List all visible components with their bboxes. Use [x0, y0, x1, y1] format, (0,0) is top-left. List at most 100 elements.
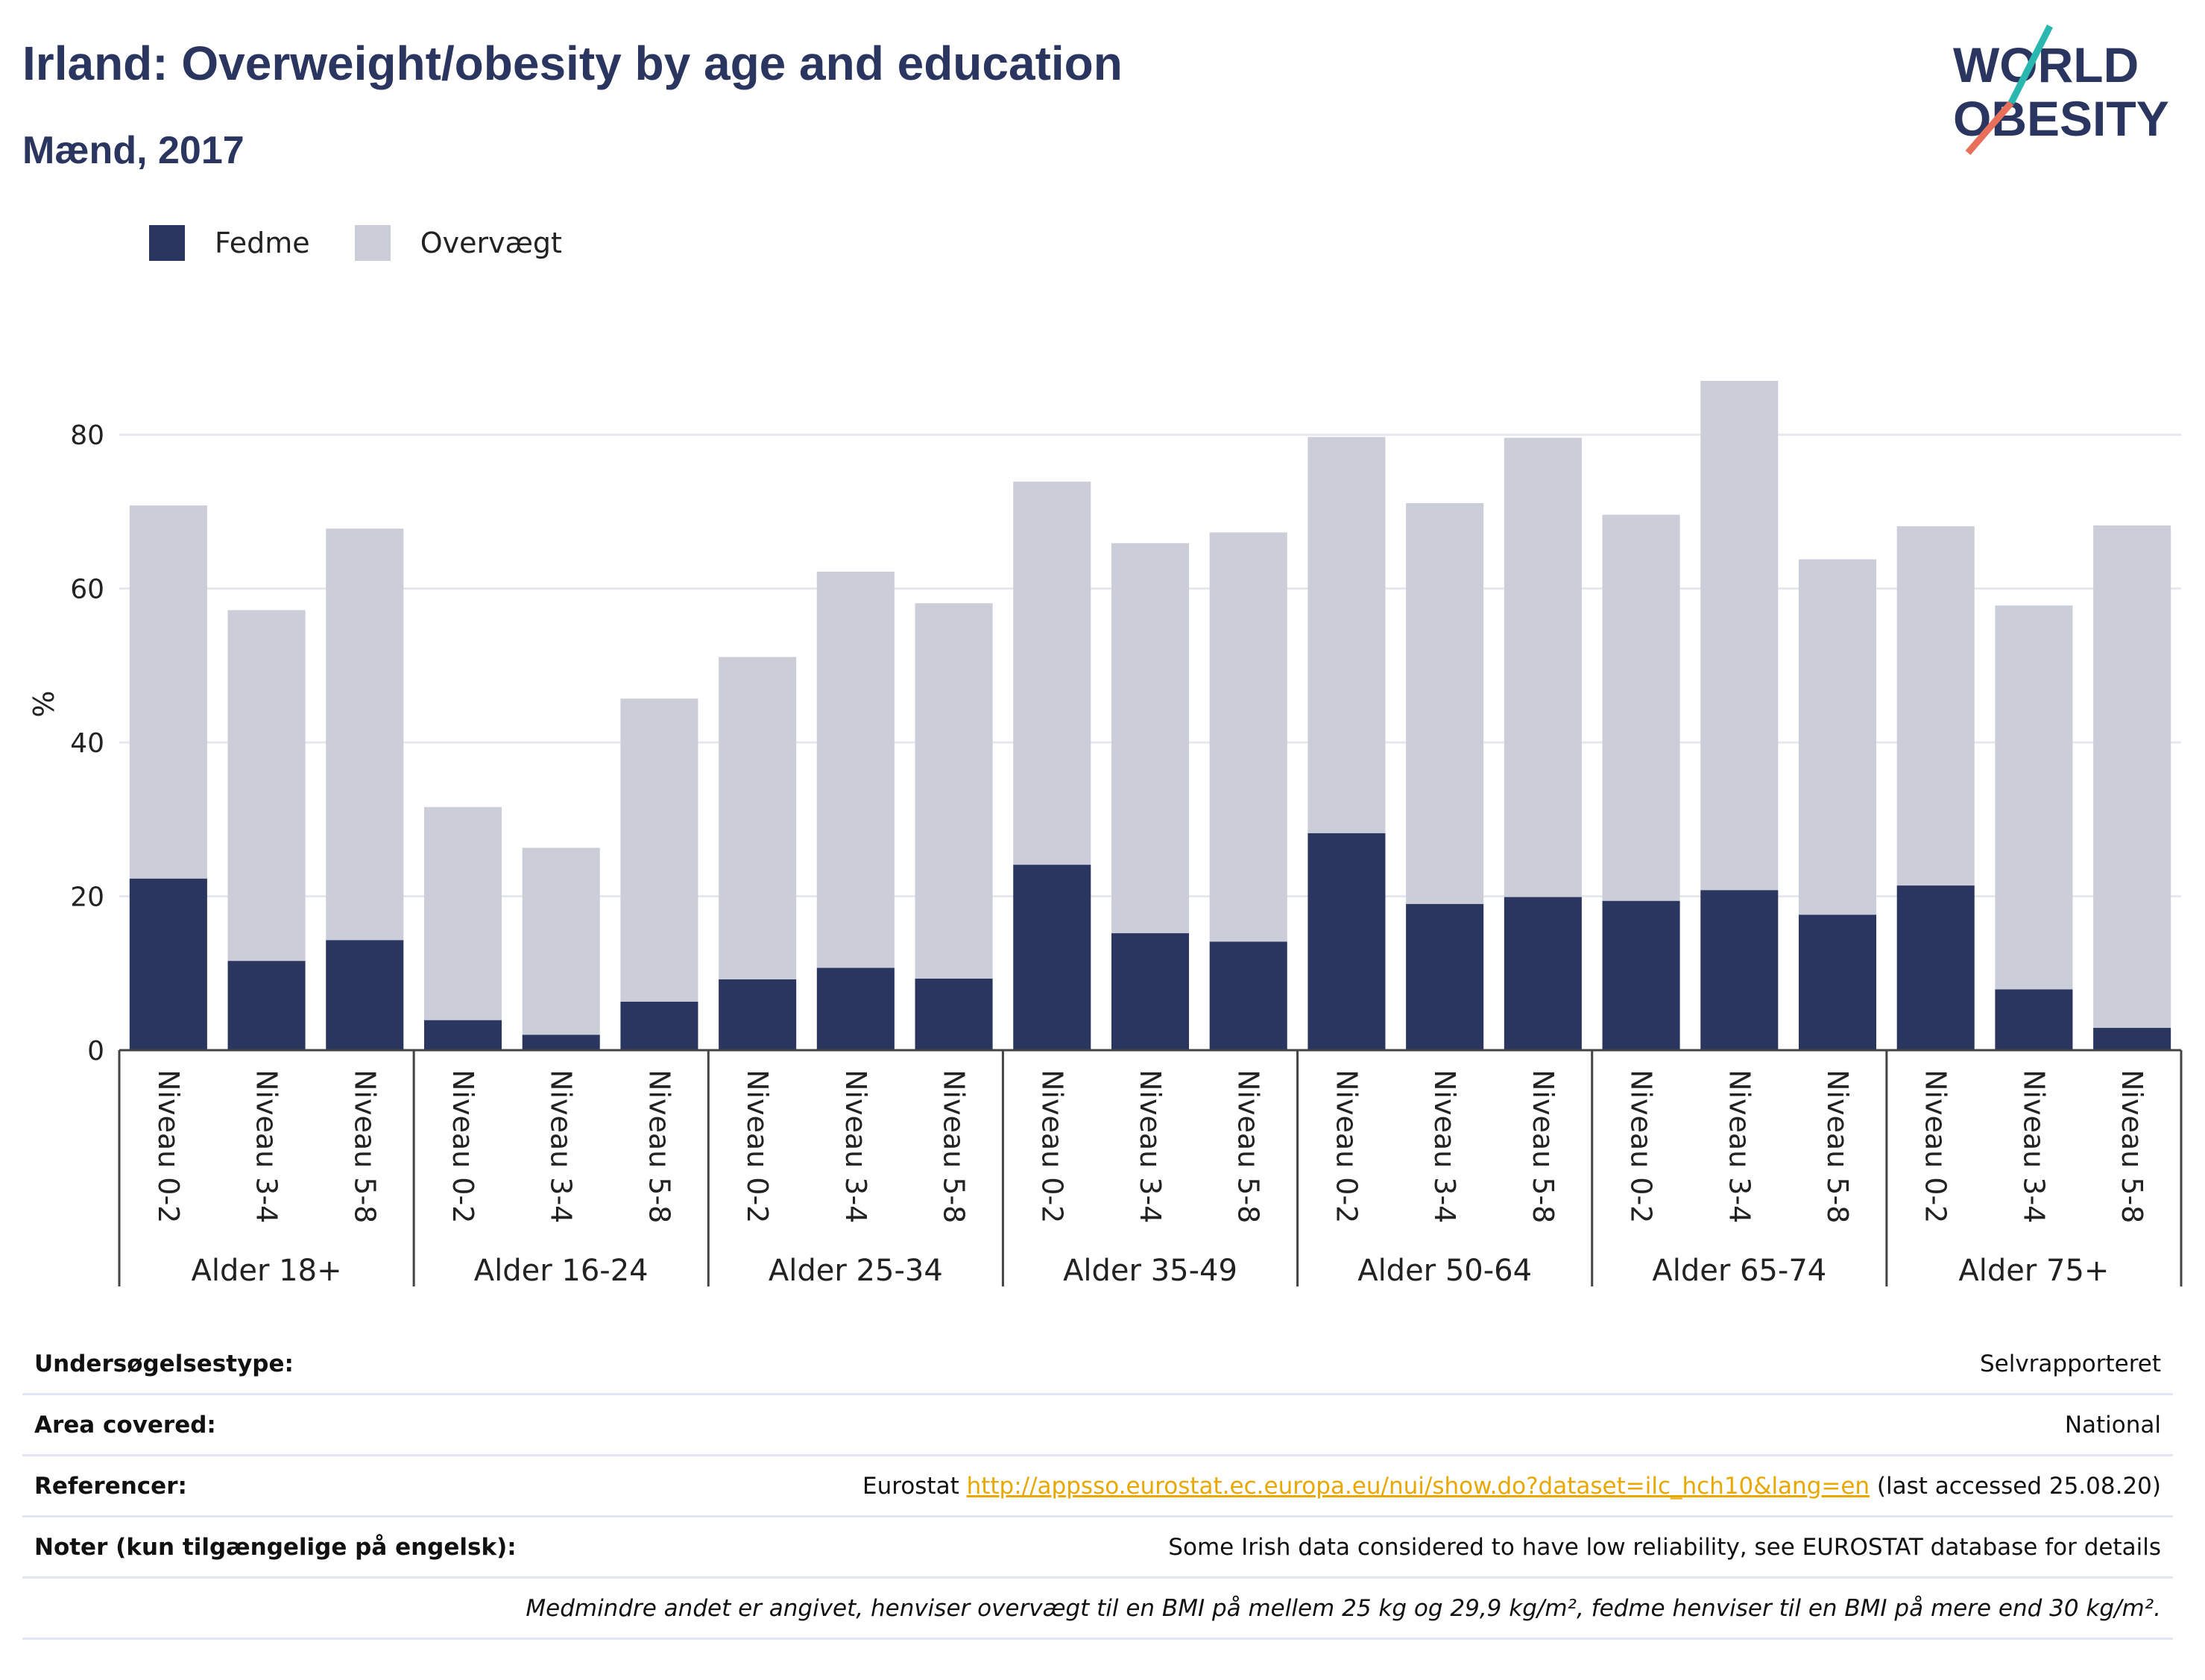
- bar-overvaegt: [326, 528, 404, 941]
- bar-overvaegt: [423, 806, 502, 1020]
- notes-value: Some Irish data considered to have low r…: [1168, 1533, 2161, 1561]
- bar-fedme: [522, 1035, 600, 1050]
- bar-overvaegt: [1798, 559, 1877, 915]
- y-tick-label: 20: [70, 882, 104, 913]
- bar-fedme: [1995, 989, 2073, 1050]
- legend-label-overvaegt: Overvægt: [420, 227, 562, 259]
- y-tick-label: 60: [70, 575, 104, 605]
- x-tick-label: Niveau 0-2: [1035, 1070, 1068, 1223]
- y-axis-title: %: [28, 690, 60, 717]
- bar-fedme: [1896, 885, 1975, 1050]
- area-label: Area covered:: [34, 1411, 216, 1439]
- bar-fedme: [816, 967, 895, 1050]
- bar-overvaegt: [620, 698, 698, 1002]
- bar-overvaegt: [2093, 525, 2171, 1029]
- group-label: Alder 75+: [1958, 1254, 2109, 1288]
- notes-label: Noter (kun tilgængelige på engelsk):: [34, 1533, 517, 1561]
- area-value: National: [2064, 1411, 2161, 1439]
- legend-item-overvaegt[interactable]: Overvægt: [354, 225, 562, 261]
- reference-link[interactable]: http://appsso.eurostat.ec.europa.eu/nui/…: [966, 1472, 1870, 1500]
- info-table: Undersøgelsestype: Selvrapporteret Area …: [22, 1334, 2173, 1640]
- logo-line1: WORLD: [1953, 37, 2139, 92]
- x-tick-label: Niveau 3-4: [250, 1070, 283, 1223]
- logo-slash-coral: [1965, 101, 2014, 155]
- bar-fedme: [2093, 1028, 2171, 1050]
- bar-fedme: [423, 1020, 502, 1050]
- bar-fedme: [227, 961, 306, 1050]
- x-tick-label: Niveau 5-8: [1821, 1070, 1854, 1223]
- legend-swatch-fedme: [149, 225, 185, 261]
- logo-line2: OBESITY: [1953, 91, 2169, 146]
- survey-label: Undersøgelsestype:: [34, 1350, 294, 1377]
- bar-fedme: [1111, 933, 1190, 1050]
- group-label: Alder 25-34: [769, 1254, 943, 1288]
- survey-value: Selvrapporteret: [1979, 1350, 2161, 1377]
- bar-overvaegt: [1013, 481, 1091, 865]
- bar-fedme: [1700, 890, 1779, 1050]
- x-tick-label: Niveau 3-4: [1428, 1070, 1461, 1223]
- bar-fedme: [719, 979, 797, 1050]
- x-tick-label: Niveau 0-2: [1919, 1070, 1952, 1223]
- x-tick-label: Niveau 0-2: [1625, 1070, 1658, 1223]
- bar-fedme: [620, 1001, 698, 1050]
- reference-suffix: (last accessed 25.08.20): [1870, 1472, 2161, 1500]
- x-tick-label: Niveau 5-8: [348, 1070, 381, 1223]
- bar-overvaegt: [1896, 526, 1975, 886]
- bar-fedme: [1209, 941, 1287, 1050]
- bar-overvaegt: [915, 603, 993, 979]
- x-tick-label: Niveau 3-4: [839, 1070, 872, 1223]
- info-row-references: Referencer: Eurostat http://appsso.euros…: [22, 1456, 2173, 1518]
- bar-overvaegt: [1602, 514, 1680, 901]
- bar-overvaegt: [719, 657, 797, 980]
- page-title: Irland: Overweight/obesity by age and ed…: [22, 37, 1123, 90]
- footnote: Medmindre andet er angivet, henviser ove…: [526, 1594, 2161, 1622]
- world-obesity-logo: WORLD OBESITY: [1953, 24, 2169, 155]
- group-label: Alder 16-24: [474, 1254, 649, 1288]
- reference-prefix: Eurostat: [862, 1472, 967, 1500]
- info-row-notes: Noter (kun tilgængelige på engelsk): Som…: [22, 1518, 2173, 1579]
- info-row-footnote: Medmindre andet er angivet, henviser ove…: [22, 1579, 2173, 1640]
- bar-overvaegt: [1209, 532, 1287, 942]
- y-tick-label: 0: [87, 1036, 104, 1067]
- y-tick-label: 40: [70, 728, 104, 759]
- info-row-area: Area covered: National: [22, 1395, 2173, 1456]
- x-tick-label: Niveau 3-4: [1134, 1070, 1167, 1223]
- page-subtitle: Mænd, 2017: [22, 129, 245, 172]
- x-tick-label: Niveau 5-8: [1232, 1070, 1265, 1223]
- bar-fedme: [1798, 915, 1877, 1050]
- bar-fedme: [1307, 833, 1386, 1050]
- bar-overvaegt: [1504, 438, 1582, 897]
- bar-fedme: [326, 940, 404, 1050]
- bar-fedme: [129, 878, 207, 1050]
- bar-fedme: [1504, 897, 1582, 1050]
- x-tick-label: Niveau 0-2: [447, 1070, 479, 1223]
- group-label: Alder 65-74: [1652, 1254, 1826, 1288]
- bar-overvaegt: [1111, 543, 1190, 934]
- bar-overvaegt: [1995, 605, 2073, 990]
- x-tick-label: Niveau 0-2: [1330, 1070, 1363, 1223]
- bar-fedme: [1602, 900, 1680, 1050]
- x-tick-label: Niveau 3-4: [2017, 1070, 2050, 1223]
- x-tick-label: Niveau 5-8: [938, 1070, 971, 1223]
- x-tick-label: Niveau 5-8: [1527, 1070, 1559, 1223]
- chart-legend: Fedme Overvægt: [149, 221, 607, 265]
- bar-overvaegt: [1307, 437, 1386, 833]
- info-row-survey: Undersøgelsestype: Selvrapporteret: [22, 1334, 2173, 1395]
- bar-overvaegt: [522, 847, 600, 1035]
- x-tick-label: Niveau 0-2: [741, 1070, 774, 1223]
- x-tick-label: Niveau 3-4: [1723, 1070, 1756, 1223]
- bar-overvaegt: [1700, 380, 1779, 891]
- stacked-bar-chart: 0 20 40 60 80% Niveau 0-2 Niveau 3-4 Niveau 5-8…: [28, 380, 2183, 1288]
- bar-fedme: [1013, 865, 1091, 1050]
- x-tick-label: Niveau 0-2: [152, 1070, 185, 1223]
- bar-fedme: [1406, 903, 1484, 1050]
- y-tick-label: 80: [70, 420, 104, 451]
- legend-item-fedme[interactable]: Fedme: [149, 225, 310, 261]
- bar-overvaegt: [1406, 503, 1484, 904]
- logo-slash-teal: [2007, 24, 2054, 105]
- group-label: Alder 18+: [192, 1254, 342, 1288]
- legend-label-fedme: Fedme: [215, 227, 310, 259]
- x-tick-label: Niveau 3-4: [545, 1070, 578, 1223]
- x-tick-label: Niveau 5-8: [2116, 1070, 2148, 1223]
- x-tick-label: Niveau 5-8: [643, 1070, 675, 1223]
